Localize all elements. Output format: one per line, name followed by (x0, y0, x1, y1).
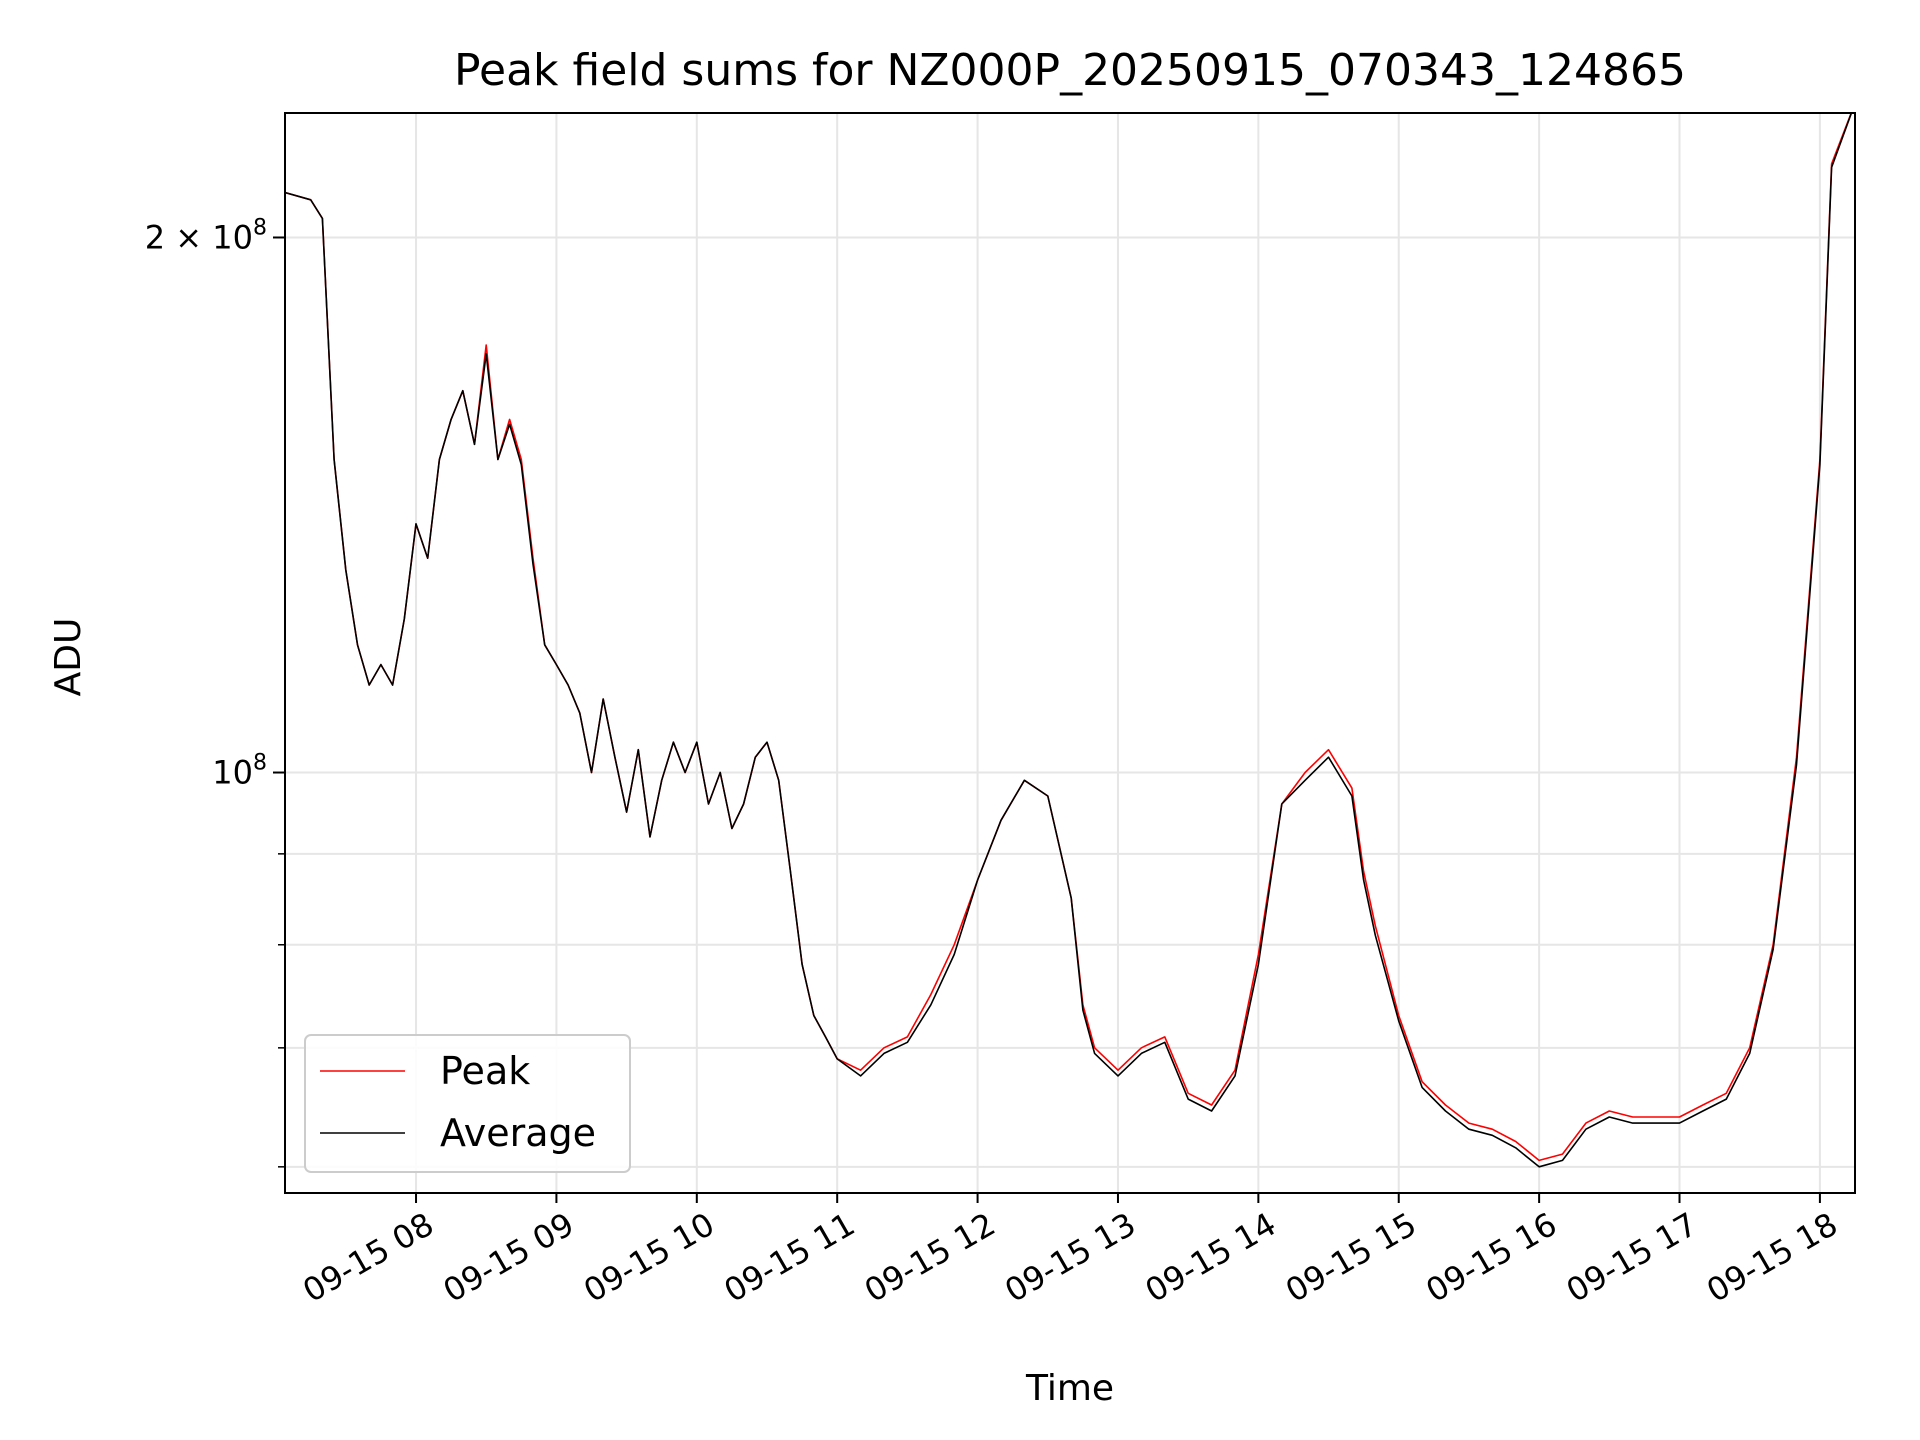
legend-box (304, 1034, 631, 1173)
plot-frame (284, 112, 1856, 1194)
y-tick-label: 108 (212, 751, 267, 792)
series-line-average (285, 113, 1853, 1168)
y-axis-label: ADU (48, 618, 89, 697)
legend: Peak Average (304, 1034, 631, 1173)
legend-label-average: Average (440, 1111, 596, 1155)
y-tick-label: 2 × 108 (145, 215, 267, 256)
legend-label-peak: Peak (440, 1049, 530, 1093)
series-lines (285, 113, 1853, 1168)
chart-title: Peak field sums for NZ000P_20250915_0703… (454, 45, 1686, 96)
y-axis-ticks: 2 × 108 108 (145, 215, 285, 1168)
x-axis-label: Time (1025, 1368, 1114, 1409)
grid (285, 113, 1855, 1193)
